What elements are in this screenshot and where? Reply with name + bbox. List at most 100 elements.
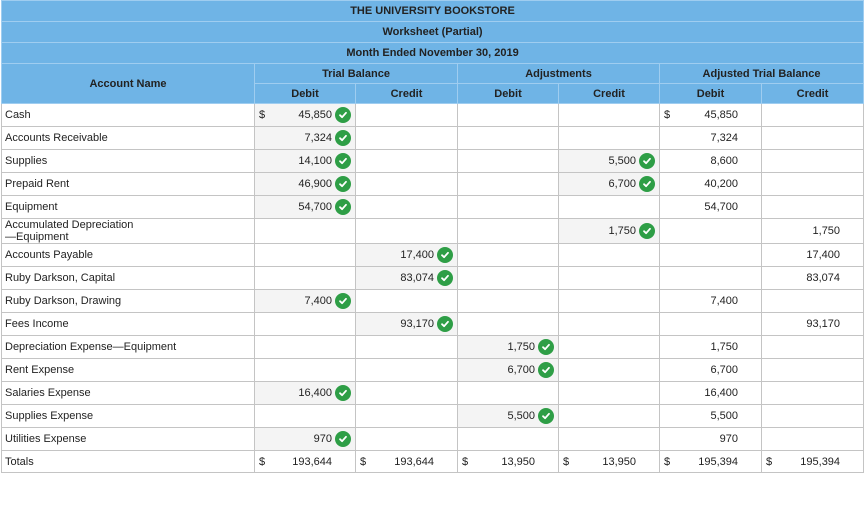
tb-debit-cell[interactable]: 7,400 bbox=[254, 289, 356, 313]
tb-credit-cell[interactable]: 93,170 bbox=[355, 312, 458, 336]
atb-debit-cell[interactable]: 7,400 bbox=[659, 289, 762, 313]
adj-debit-cell[interactable] bbox=[457, 149, 559, 173]
atb-debit-cell[interactable] bbox=[659, 312, 762, 336]
atb-debit-cell[interactable]: 1,750 bbox=[659, 335, 762, 359]
atb-debit-cell[interactable]: 16,400 bbox=[659, 381, 762, 405]
adj-debit-cell[interactable] bbox=[457, 103, 559, 127]
atb-credit-cell[interactable] bbox=[760, 126, 864, 150]
total-adj-credit[interactable]: $13,950 bbox=[558, 450, 660, 473]
atb-credit-cell[interactable] bbox=[760, 289, 864, 313]
adj-credit-cell[interactable] bbox=[558, 312, 660, 336]
tb-debit-cell[interactable] bbox=[254, 243, 356, 267]
adj-debit-cell[interactable] bbox=[457, 195, 559, 219]
tb-credit-cell[interactable] bbox=[355, 358, 458, 382]
tb-debit-cell[interactable] bbox=[254, 335, 356, 359]
adj-credit-cell[interactable] bbox=[558, 243, 660, 267]
adj-credit-cell[interactable]: 5,500 bbox=[558, 149, 660, 173]
atb-credit-cell[interactable] bbox=[760, 358, 864, 382]
atb-credit-cell[interactable] bbox=[760, 335, 864, 359]
atb-credit-cell[interactable] bbox=[760, 195, 864, 219]
adj-debit-cell[interactable] bbox=[457, 266, 559, 290]
adj-credit-cell[interactable] bbox=[558, 427, 660, 451]
atb-debit-cell[interactable]: 8,600 bbox=[659, 149, 762, 173]
tb-credit-cell[interactable] bbox=[355, 103, 458, 127]
atb-debit-cell[interactable]: 54,700 bbox=[659, 195, 762, 219]
cell-value: 7,400 bbox=[710, 295, 738, 307]
adj-debit-cell[interactable] bbox=[457, 172, 559, 196]
adj-debit-cell[interactable] bbox=[457, 427, 559, 451]
tb-credit-cell[interactable] bbox=[355, 126, 458, 150]
adj-credit-cell[interactable] bbox=[558, 335, 660, 359]
total-tb-debit[interactable]: $193,644 bbox=[254, 450, 356, 473]
account-name: Prepaid Rent bbox=[1, 172, 255, 196]
atb-credit-cell[interactable]: 17,400 bbox=[760, 243, 864, 267]
atb-credit-cell[interactable] bbox=[760, 381, 864, 405]
atb-credit-cell[interactable] bbox=[760, 404, 864, 428]
tb-debit-cell[interactable]: 46,900 bbox=[254, 172, 356, 196]
adj-credit-cell[interactable]: 1,750 bbox=[558, 218, 660, 244]
tb-debit-cell[interactable] bbox=[254, 358, 356, 382]
tb-credit-cell[interactable] bbox=[355, 404, 458, 428]
tb-credit-cell[interactable]: 83,074 bbox=[355, 266, 458, 290]
adj-credit-cell[interactable] bbox=[558, 358, 660, 382]
tb-credit-cell[interactable]: 17,400 bbox=[355, 243, 458, 267]
tb-debit-cell[interactable]: $45,850 bbox=[254, 103, 356, 127]
adj-credit-cell[interactable] bbox=[558, 195, 660, 219]
atb-credit-cell[interactable] bbox=[760, 149, 864, 173]
atb-credit-cell[interactable]: 1,750 bbox=[760, 218, 864, 244]
tb-credit-cell[interactable] bbox=[355, 427, 458, 451]
total-tb-credit[interactable]: $193,644 bbox=[355, 450, 458, 473]
tb-credit-cell[interactable] bbox=[355, 149, 458, 173]
adj-credit-cell[interactable] bbox=[558, 266, 660, 290]
atb-debit-cell[interactable]: 6,700 bbox=[659, 358, 762, 382]
adj-debit-cell[interactable] bbox=[457, 126, 559, 150]
tb-debit-cell[interactable] bbox=[254, 266, 356, 290]
tb-debit-cell[interactable] bbox=[254, 312, 356, 336]
atb-debit-cell[interactable] bbox=[659, 266, 762, 290]
atb-credit-cell[interactable]: 83,074 bbox=[760, 266, 864, 290]
tb-credit-cell[interactable] bbox=[355, 195, 458, 219]
adj-debit-cell[interactable] bbox=[457, 312, 559, 336]
adj-credit-cell[interactable] bbox=[558, 126, 660, 150]
tb-credit-cell[interactable] bbox=[355, 289, 458, 313]
adj-debit-cell[interactable] bbox=[457, 218, 559, 244]
adj-credit-cell[interactable] bbox=[558, 103, 660, 127]
adj-debit-cell[interactable] bbox=[457, 243, 559, 267]
atb-credit-cell[interactable] bbox=[760, 103, 864, 127]
atb-credit-cell[interactable] bbox=[760, 427, 864, 451]
atb-debit-cell[interactable]: 7,324 bbox=[659, 126, 762, 150]
atb-credit-cell[interactable]: 93,170 bbox=[760, 312, 864, 336]
total-atb-debit[interactable]: $195,394 bbox=[659, 450, 762, 473]
tb-credit-cell[interactable] bbox=[355, 335, 458, 359]
adj-debit-cell[interactable] bbox=[457, 381, 559, 405]
atb-debit-cell[interactable]: 970 bbox=[659, 427, 762, 451]
cell-value: 7,324 bbox=[710, 132, 738, 144]
tb-credit-cell[interactable] bbox=[355, 172, 458, 196]
adj-debit-cell[interactable]: 5,500 bbox=[457, 404, 559, 428]
tb-debit-cell[interactable]: 970 bbox=[254, 427, 356, 451]
total-adj-debit[interactable]: $13,950 bbox=[457, 450, 559, 473]
tb-credit-cell[interactable] bbox=[355, 218, 458, 244]
tb-credit-cell[interactable] bbox=[355, 381, 458, 405]
tb-debit-cell[interactable] bbox=[254, 218, 356, 244]
adj-credit-cell[interactable]: 6,700 bbox=[558, 172, 660, 196]
atb-debit-cell[interactable]: $45,850 bbox=[659, 103, 762, 127]
adj-credit-cell[interactable] bbox=[558, 289, 660, 313]
adj-credit-cell[interactable] bbox=[558, 381, 660, 405]
adj-debit-cell[interactable]: 6,700 bbox=[457, 358, 559, 382]
adj-credit-cell[interactable] bbox=[558, 404, 660, 428]
tb-debit-cell[interactable]: 7,324 bbox=[254, 126, 356, 150]
total-atb-credit[interactable]: $195,394 bbox=[760, 450, 864, 473]
tb-debit-cell[interactable]: 54,700 bbox=[254, 195, 356, 219]
atb-debit-cell[interactable] bbox=[659, 218, 762, 244]
account-name-line: Ruby Darkson, Drawing bbox=[5, 295, 122, 307]
atb-debit-cell[interactable]: 5,500 bbox=[659, 404, 762, 428]
atb-debit-cell[interactable] bbox=[659, 243, 762, 267]
tb-debit-cell[interactable] bbox=[254, 404, 356, 428]
atb-debit-cell[interactable]: 40,200 bbox=[659, 172, 762, 196]
tb-debit-cell[interactable]: 14,100 bbox=[254, 149, 356, 173]
tb-debit-cell[interactable]: 16,400 bbox=[254, 381, 356, 405]
adj-debit-cell[interactable] bbox=[457, 289, 559, 313]
atb-credit-cell[interactable] bbox=[760, 172, 864, 196]
adj-debit-cell[interactable]: 1,750 bbox=[457, 335, 559, 359]
